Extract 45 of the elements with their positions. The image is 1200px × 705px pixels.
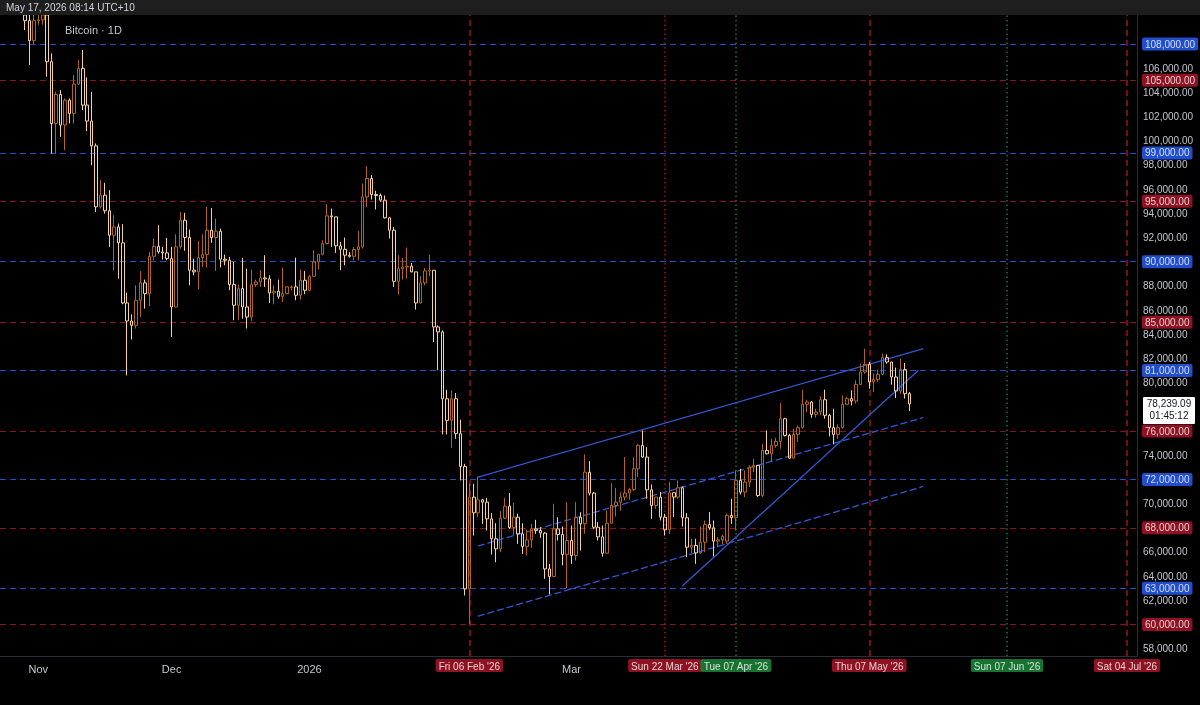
ref-line-label: Sun 22 Mar '26 (631, 660, 700, 672)
y-tick-label: 104,000.00 (1143, 86, 1194, 98)
y-tick-label: 96,000.00 (1143, 183, 1188, 195)
y-tick-label: 94,000.00 (1143, 207, 1188, 219)
x-tick-label: Nov (28, 662, 49, 675)
y-tick-label: 80,000.00 (1143, 377, 1188, 389)
y-tick-label: 58,000.00 (1143, 643, 1188, 655)
y-tick-label: 100,000.00 (1143, 135, 1194, 147)
ref-line-label: 72,000.00 (1145, 473, 1190, 485)
text: Bitcoin · 1D (65, 23, 122, 36)
ref-line-label: 81,000.00 (1145, 365, 1190, 377)
text: 01:45:12 (1149, 410, 1189, 422)
ref-line-label: Fri 06 Feb '26 (438, 660, 501, 672)
y-tick-label: 82,000.00 (1143, 352, 1188, 364)
y-tick-label: 64,000.00 (1143, 570, 1188, 582)
ref-line-label: 68,000.00 (1145, 522, 1190, 534)
y-tick-label: 74,000.00 (1143, 449, 1188, 461)
y-tick-label: 66,000.00 (1143, 546, 1188, 558)
y-tick-label: 106,000.00 (1143, 62, 1194, 74)
ref-line-label: 63,000.00 (1145, 582, 1190, 594)
y-tick-label: 88,000.00 (1143, 280, 1188, 292)
ref-line-label: 108,000.00 (1145, 38, 1196, 50)
ref-line-label: 85,000.00 (1145, 316, 1190, 328)
ref-line-label: 99,000.00 (1145, 147, 1190, 159)
y-tick-label: 92,000.00 (1143, 232, 1188, 244)
y-tick-label: 62,000.00 (1143, 594, 1188, 606)
x-tick-label: Dec (161, 662, 182, 675)
ref-line-label: Tue 07 Apr '26 (703, 660, 769, 672)
y-tick-label: 98,000.00 (1143, 159, 1188, 171)
ref-line-label: 60,000.00 (1145, 619, 1190, 631)
y-tick-label: 86,000.00 (1143, 304, 1188, 316)
ref-line-label: Sat 04 Jul '26 (1096, 660, 1158, 672)
x-tick-label: Mar (562, 662, 582, 675)
ref-line-label: 90,000.00 (1145, 256, 1190, 268)
y-tick-label: 102,000.00 (1143, 111, 1194, 123)
x-tick-label: 2026 (297, 662, 322, 675)
ref-line-label: 95,000.00 (1145, 195, 1190, 207)
chart-subtitle: May 17, 2026 08:14 UTC+10 (0, 0, 1200, 15)
y-tick-label: 70,000.00 (1143, 498, 1188, 510)
y-tick-label: 84,000.00 (1143, 328, 1188, 340)
ref-line-label: Sun 07 Jun '26 (973, 660, 1041, 672)
text: 78,239.09 (1146, 398, 1192, 410)
ref-line-label: 76,000.00 (1145, 425, 1190, 437)
ref-line-label: Thu 07 May '26 (834, 660, 905, 672)
ref-line-label: 105,000.00 (1145, 74, 1196, 86)
